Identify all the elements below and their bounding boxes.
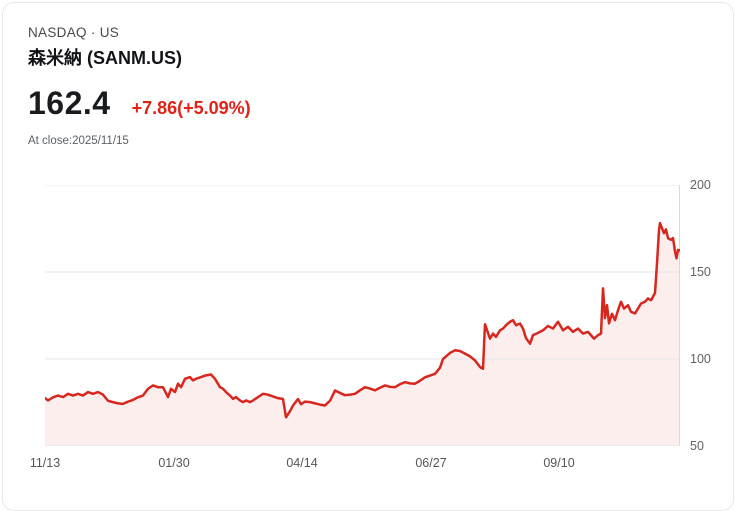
- x-axis-tick: 09/10: [543, 456, 575, 470]
- x-axis-tick: 06/27: [415, 456, 447, 470]
- exchange-label: NASDAQ · US: [28, 25, 120, 40]
- y-axis-labels: 200 150 100 50: [690, 178, 730, 453]
- as-of-timestamp: At close:2025/11/15: [28, 135, 129, 147]
- stock-title: 森米納 (SANM.US): [28, 48, 182, 68]
- y-axis-tick: 100: [690, 352, 711, 366]
- last-price: 162.4: [28, 85, 111, 121]
- x-axis-tick: 01/30: [158, 456, 190, 470]
- quote-header: NASDAQ · US 森米納 (SANM.US) 162.4 +7.86(+5…: [3, 3, 733, 147]
- y-axis-tick: 50: [690, 439, 704, 453]
- price-row: 162.4 +7.86(+5.09%): [28, 86, 733, 120]
- price-chart-svg[interactable]: [45, 185, 680, 446]
- x-axis-tick: 04/14: [286, 456, 318, 470]
- price-change: +7.86(+5.09%): [131, 98, 251, 118]
- x-axis-tick: 11/13: [29, 456, 61, 470]
- y-axis-tick: 150: [690, 265, 711, 279]
- y-axis-tick: 200: [690, 178, 711, 192]
- x-axis-labels: 11/13 01/30 04/14 06/27 09/10: [30, 456, 680, 472]
- area-fill: [45, 223, 680, 446]
- price-line: [45, 221, 680, 419]
